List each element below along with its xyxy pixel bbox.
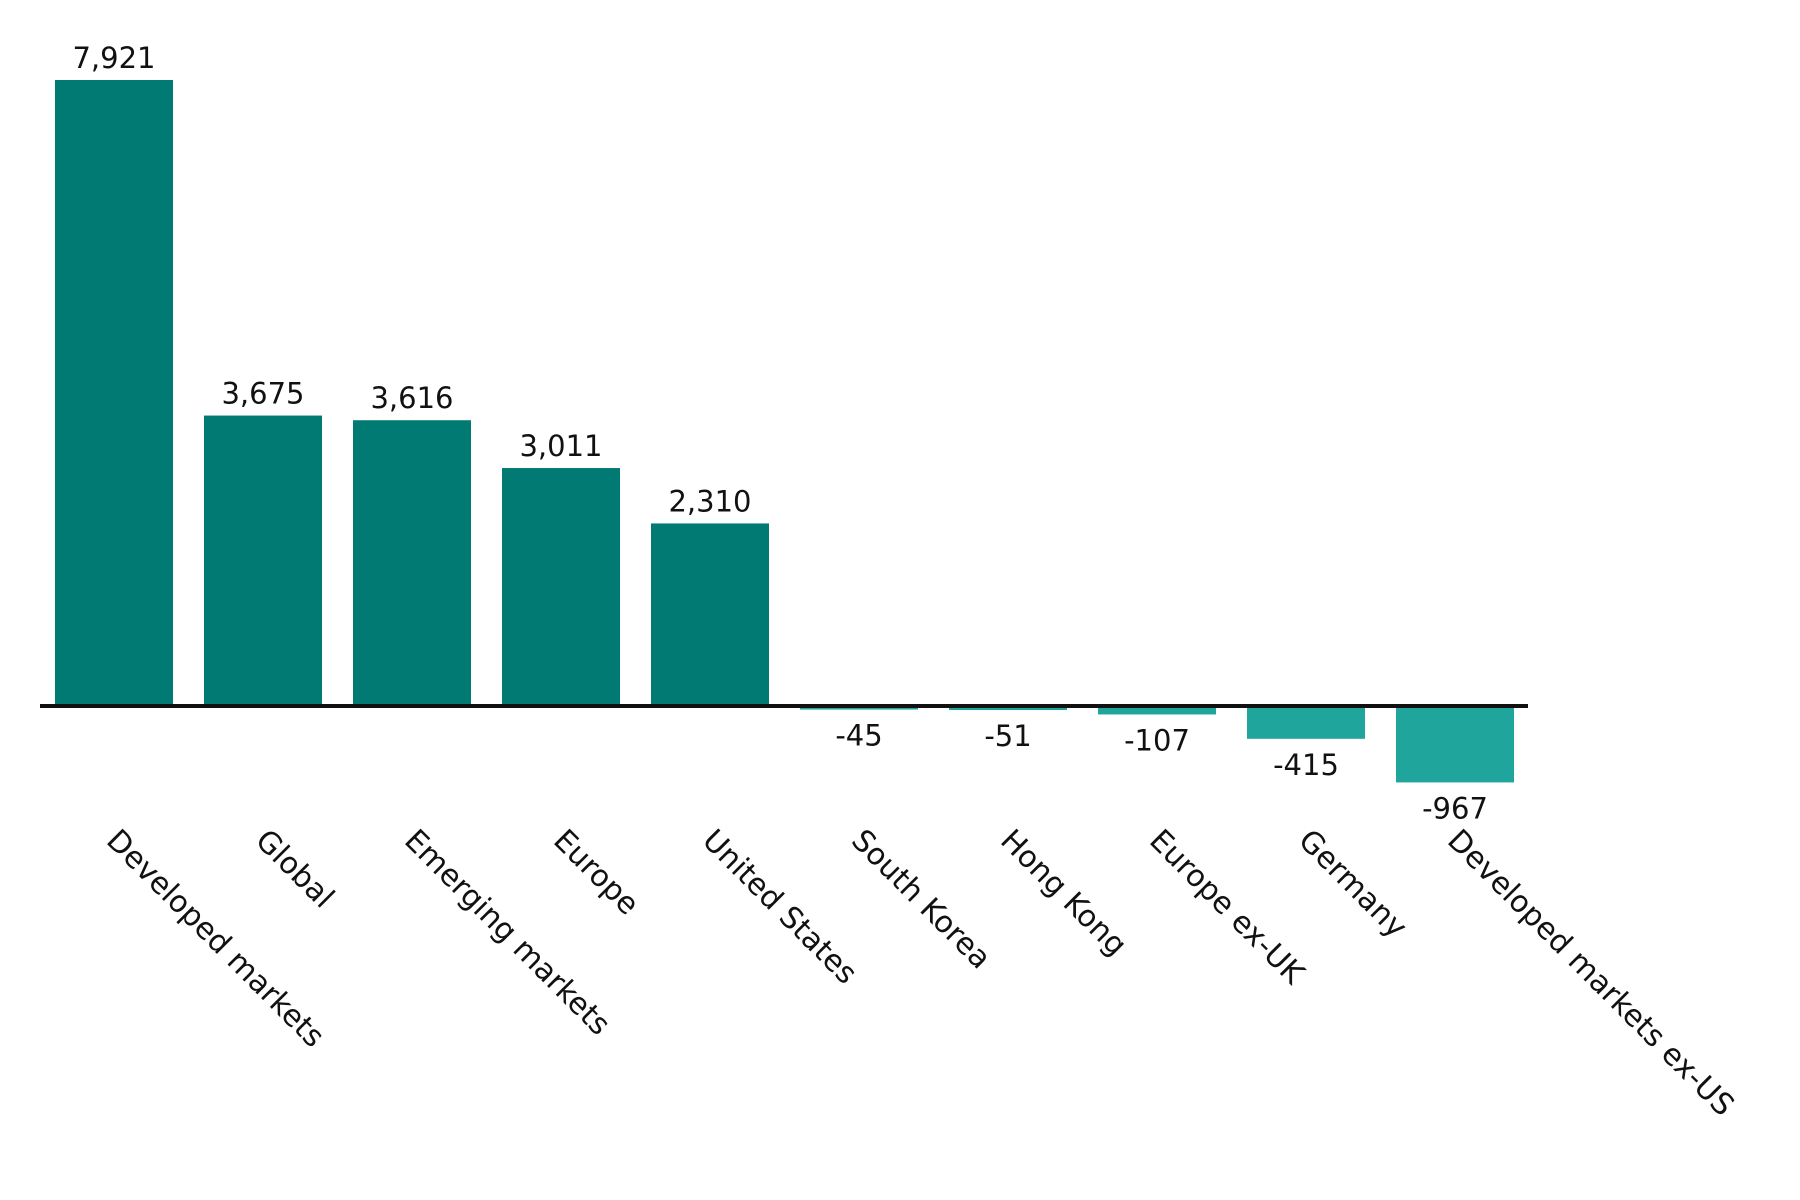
data-label: 7,921 — [72, 41, 155, 75]
data-label: -51 — [984, 719, 1031, 753]
data-label: 2,310 — [668, 484, 751, 518]
category-label: Developed markets ex-US — [1440, 823, 1740, 1123]
category-label: Germany — [1291, 823, 1413, 945]
bar — [651, 523, 769, 706]
category-label: United States — [695, 823, 863, 991]
data-label: 3,616 — [370, 381, 453, 415]
data-label: -967 — [1422, 791, 1488, 825]
category-label: Hong Kong — [993, 823, 1133, 963]
category-label: Global — [248, 823, 340, 915]
data-label: -45 — [835, 719, 882, 753]
data-label: -415 — [1273, 748, 1339, 782]
data-label: 3,675 — [221, 377, 304, 411]
bar — [1098, 706, 1216, 715]
data-label: -107 — [1124, 723, 1190, 757]
bar — [353, 420, 471, 706]
bar — [502, 468, 620, 706]
bar — [949, 706, 1067, 711]
category-label: Europe — [546, 823, 645, 922]
category-label: South Korea — [844, 823, 997, 976]
bar — [1247, 706, 1365, 739]
bar — [55, 80, 173, 706]
bar — [204, 415, 322, 706]
category-label: Europe ex-UK — [1142, 823, 1311, 992]
bar — [1396, 706, 1514, 783]
data-label: 3,011 — [519, 429, 602, 463]
